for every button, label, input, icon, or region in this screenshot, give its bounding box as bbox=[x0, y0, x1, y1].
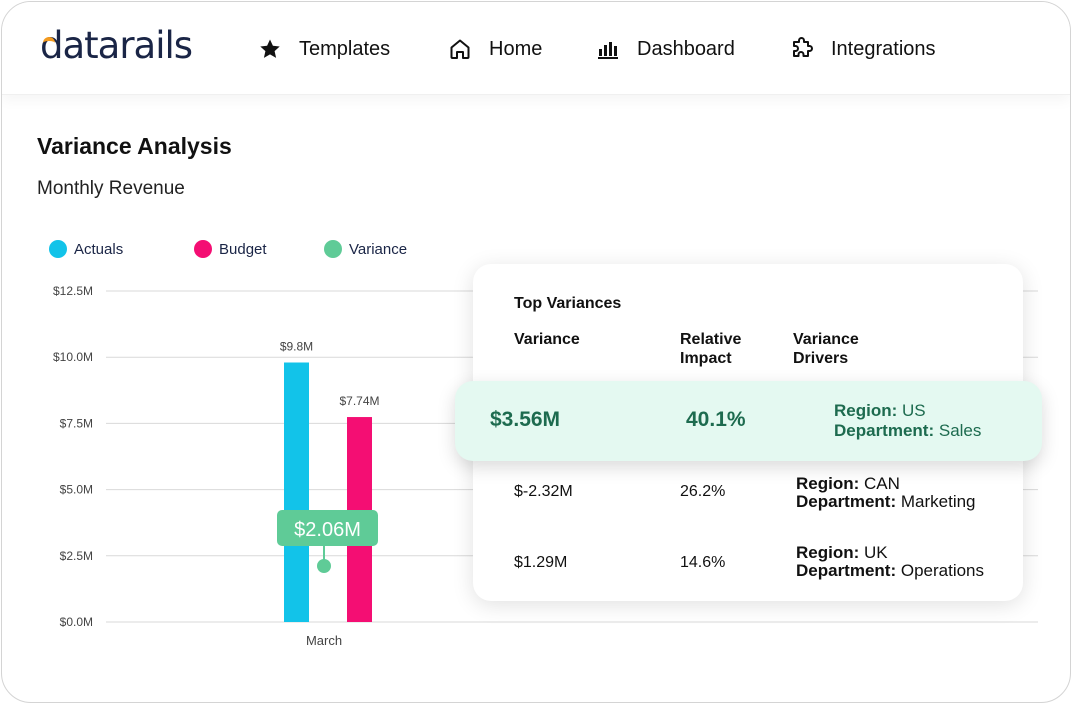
y-tick-label: $7.5M bbox=[60, 416, 93, 430]
star-icon bbox=[260, 39, 280, 58]
legend-actuals[interactable]: Actuals bbox=[49, 240, 123, 258]
nav-home-label: Home bbox=[489, 37, 543, 60]
column-header-impact-line1: Relative bbox=[680, 331, 742, 348]
row-2-dept-label: Department: bbox=[796, 561, 897, 580]
row-1-region: CAN bbox=[864, 474, 900, 493]
puzzle-icon bbox=[793, 37, 813, 57]
page-subtitle: Monthly Revenue bbox=[37, 178, 185, 199]
legend-budget[interactable]: Budget bbox=[194, 240, 267, 258]
row-1-variance: $-2.32M bbox=[514, 483, 573, 500]
legend-actuals-label: Actuals bbox=[74, 240, 124, 258]
highlight-dept: Sales bbox=[938, 421, 982, 440]
row-1-dept-label: Department: bbox=[796, 492, 897, 511]
y-tick-label: $10.0M bbox=[53, 350, 93, 364]
row-2-drivers: Region: UK Department: Operations bbox=[796, 544, 984, 580]
highlight-region: US bbox=[902, 401, 926, 420]
legend-budget-label: Budget bbox=[219, 240, 267, 258]
top-variances-title: Top Variances bbox=[514, 295, 622, 312]
page-title: Variance Analysis bbox=[37, 133, 232, 159]
y-tick-label: $0.0M bbox=[60, 615, 93, 629]
highlight-variance: $3.56M bbox=[490, 408, 561, 431]
highlight-impact: 40.1% bbox=[686, 408, 746, 431]
highlighted-variance-row[interactable]: $3.56M 40.1% Region: US Department: Sale… bbox=[455, 381, 1042, 461]
column-header-variance-drivers: Variance Drivers bbox=[793, 330, 859, 368]
row-2-region-label: Region: bbox=[796, 543, 860, 562]
data-label-budget: $7.74M bbox=[339, 394, 379, 408]
y-tick-label: $5.0M bbox=[60, 483, 93, 497]
variance-marker-dot bbox=[317, 559, 331, 573]
nav-templates[interactable]: Templates bbox=[258, 32, 390, 66]
nav-home[interactable]: Home bbox=[448, 32, 542, 66]
nav-dashboard[interactable]: Dashboard bbox=[596, 32, 735, 66]
x-tick-label: March bbox=[306, 633, 342, 648]
column-header-variance: Variance bbox=[514, 330, 580, 349]
nav-templates-label: Templates bbox=[299, 37, 391, 60]
nav-integrations-label: Integrations bbox=[831, 37, 936, 60]
column-header-impact-line2: Impact bbox=[680, 350, 732, 367]
column-header-drivers-line1: Variance bbox=[793, 331, 859, 348]
nav-integrations[interactable]: Integrations bbox=[790, 32, 936, 66]
highlight-drivers: Region: US Department: Sales bbox=[834, 401, 981, 441]
legend-variance-swatch bbox=[324, 240, 342, 258]
bar-chart-icon bbox=[598, 42, 618, 59]
column-header-variance-text: Variance bbox=[514, 331, 580, 348]
row-1-drivers: Region: CAN Department: Marketing bbox=[796, 475, 976, 511]
data-label-actuals: $9.8M bbox=[280, 339, 313, 353]
home-icon bbox=[450, 39, 470, 59]
column-header-relative-impact: Relative Impact bbox=[680, 330, 741, 368]
nav-dashboard-label: Dashboard bbox=[637, 37, 735, 60]
row-2-dept: Operations bbox=[900, 561, 985, 580]
legend-variance-label: Variance bbox=[349, 240, 408, 258]
row-2-region: UK bbox=[864, 543, 888, 562]
highlight-dept-label: Department: bbox=[834, 421, 935, 440]
datarails-logo[interactable]: datarails bbox=[40, 24, 193, 68]
logo-accent-arc bbox=[43, 37, 55, 45]
variance-badge bbox=[277, 510, 378, 546]
row-1-region-label: Region: bbox=[796, 474, 860, 493]
row-1-impact: 26.2% bbox=[680, 483, 726, 500]
column-header-drivers-line2: Drivers bbox=[793, 350, 849, 367]
row-2-variance: $1.29M bbox=[514, 554, 568, 571]
legend-budget-swatch bbox=[194, 240, 212, 258]
top-navigation-bar: datarails Templates Home Dashboard Integ… bbox=[2, 2, 1070, 95]
logo-text: datarails bbox=[40, 24, 193, 67]
legend-actuals-swatch bbox=[49, 240, 67, 258]
highlight-region-label: Region: bbox=[834, 401, 898, 420]
legend-variance[interactable]: Variance bbox=[324, 240, 407, 258]
y-tick-label: $2.5M bbox=[60, 549, 93, 563]
y-tick-label: $12.5M bbox=[53, 284, 93, 298]
bar-actuals bbox=[284, 362, 309, 622]
row-2-impact: 14.6% bbox=[680, 554, 726, 571]
variance-badge-label: $2.06M bbox=[294, 519, 361, 541]
row-1-dept: Marketing bbox=[900, 492, 976, 511]
